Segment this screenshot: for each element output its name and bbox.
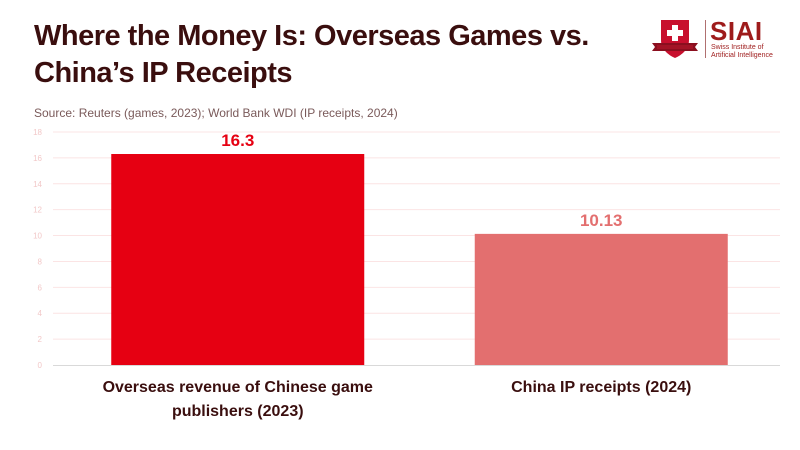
y-tick-label: 2 [38,335,43,344]
y-tick-label: 8 [38,257,43,266]
chart-title: Where the Money Is: Overseas Games vs. C… [34,20,589,89]
bar [474,233,728,365]
x-category-label: Overseas revenue of Chinese game publish… [102,379,373,420]
data-label: 10.13 [580,211,623,230]
y-tick-label: 14 [33,180,42,189]
y-tick-label: 6 [38,283,43,292]
logo-subtitle: Swiss Institute of Artificial Intelligen… [711,44,773,60]
x-category-label: China IP receipts (2024) [511,379,692,396]
shield-icon [652,20,698,58]
y-tick-label: 0 [38,361,43,370]
data-label: 16.3 [221,131,254,150]
logo-name: SIAI [710,16,763,46]
y-tick-label: 12 [33,206,42,215]
logo-divider [705,20,706,58]
y-tick-label: 10 [33,232,42,241]
logo-subtitle-line1: Swiss Institute of [711,44,764,51]
y-tick-label: 18 [33,128,42,137]
bar [111,154,365,365]
y-tick-label: 16 [33,154,42,163]
siai-logo: SIAI Swiss Institute of Artificial Intel… [648,16,778,60]
chart-source: Source: Reuters (games, 2023); World Ban… [34,106,398,120]
y-tick-label: 4 [38,309,43,318]
logo-subtitle-line2: Artificial Intelligence [711,52,773,59]
